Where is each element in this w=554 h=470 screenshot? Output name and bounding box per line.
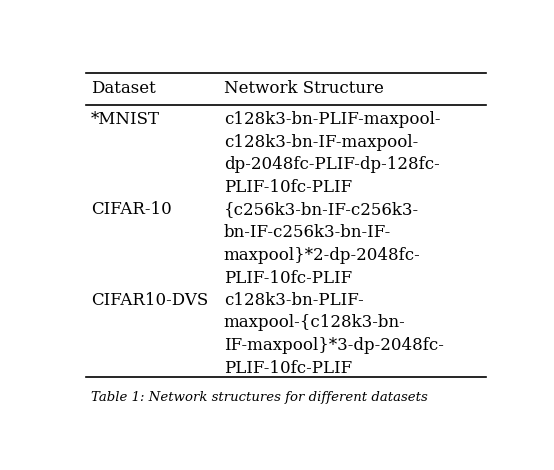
Text: *MNIST: *MNIST: [91, 111, 160, 128]
Text: Dataset: Dataset: [91, 80, 156, 97]
Text: {c256k3-bn-IF-c256k3-
bn-IF-c256k3-bn-IF-
maxpool}*2-dp-2048fc-
PLIF-10fc-PLIF: {c256k3-bn-IF-c256k3- bn-IF-c256k3-bn-IF…: [224, 201, 420, 287]
Text: Network Structure: Network Structure: [224, 80, 384, 97]
Text: CIFAR10-DVS: CIFAR10-DVS: [91, 291, 208, 309]
Text: Table 1: Network structures for different datasets: Table 1: Network structures for differen…: [91, 391, 428, 404]
Text: c128k3-bn-PLIF-
maxpool-{c128k3-bn-
IF-maxpool}*3-dp-2048fc-
PLIF-10fc-PLIF: c128k3-bn-PLIF- maxpool-{c128k3-bn- IF-m…: [224, 291, 444, 377]
Text: CIFAR-10: CIFAR-10: [91, 201, 172, 218]
Text: c128k3-bn-PLIF-maxpool-
c128k3-bn-IF-maxpool-
dp-2048fc-PLIF-dp-128fc-
PLIF-10fc: c128k3-bn-PLIF-maxpool- c128k3-bn-IF-max…: [224, 111, 440, 196]
